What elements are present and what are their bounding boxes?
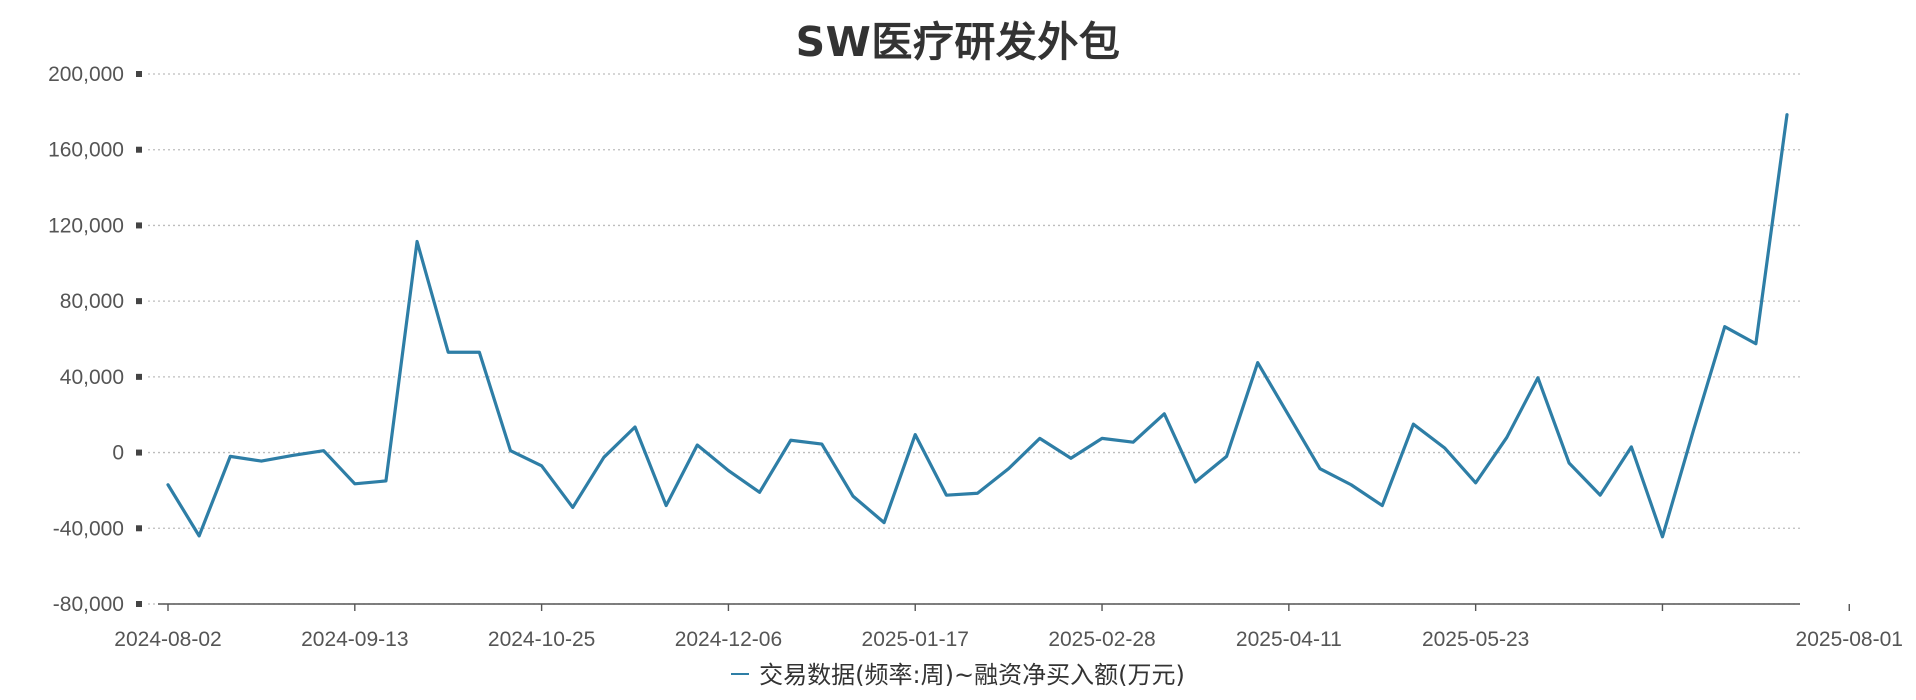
data-point — [540, 464, 543, 467]
data-point — [1723, 325, 1726, 328]
data-point — [1630, 445, 1633, 448]
data-point — [1194, 480, 1197, 483]
x-tick-label: 2025-05-23 — [1422, 628, 1529, 651]
x-tick-label: 2025-04-11 — [1236, 628, 1342, 651]
y-tick-label: 80,000 — [60, 290, 124, 313]
legend-swatch — [731, 673, 750, 675]
data-point — [851, 495, 854, 498]
data-point — [1318, 467, 1321, 470]
x-tick-label: 2024-09-13 — [301, 628, 408, 651]
grid-lines — [148, 73, 1800, 605]
data-point — [353, 482, 356, 485]
x-tick-label: 2024-08-02 — [114, 628, 221, 651]
data-point — [416, 240, 419, 243]
data-point — [571, 506, 574, 509]
data-point — [509, 449, 512, 452]
data-point — [976, 492, 979, 495]
y-tick-mark — [136, 601, 142, 607]
chart-title: SW医疗研发外包 — [795, 18, 1121, 66]
data-point — [1443, 446, 1446, 449]
data-point — [1132, 441, 1135, 444]
data-point — [883, 521, 886, 524]
data-point — [1381, 504, 1384, 507]
data-point — [478, 351, 481, 354]
data-point — [1163, 412, 1166, 415]
axes: 200,000 160,000 120,000 80,000 40,000 0 -40,00… — [48, 63, 1903, 651]
data-point — [447, 351, 450, 354]
data-point — [1505, 436, 1508, 439]
y-tick-label: -80,000 — [53, 593, 124, 616]
data-point — [1225, 455, 1228, 458]
data-point — [820, 443, 823, 446]
data-point — [1661, 535, 1664, 538]
y-tick-mark — [136, 222, 142, 229]
data-point — [1287, 414, 1290, 417]
data-point — [1474, 481, 1477, 484]
data-point — [229, 455, 232, 458]
y-tick-mark — [136, 146, 142, 153]
y-tick-mark — [136, 71, 142, 77]
data-point — [758, 491, 761, 494]
x-tick-label: 2025-01-17 — [862, 628, 969, 651]
data-point — [167, 483, 170, 486]
data-point — [1786, 113, 1789, 116]
data-point — [384, 479, 387, 482]
data-point — [1350, 483, 1353, 486]
x-tick-label: 2025-08-01 — [1796, 628, 1903, 651]
data-point — [602, 456, 605, 459]
data-point — [696, 444, 699, 447]
y-tick-label: 160,000 — [48, 139, 124, 162]
y-tick-label: -40,000 — [53, 517, 124, 540]
data-point — [1599, 494, 1602, 497]
y-tick-label: 120,000 — [48, 214, 124, 237]
data-point — [914, 433, 917, 436]
legend-label: 交易数据(频率:周)~融资净买入额(万元) — [759, 661, 1185, 689]
data-point — [1754, 342, 1757, 345]
data-point — [322, 449, 325, 452]
y-tick-label: 40,000 — [60, 366, 124, 389]
data-point — [198, 534, 201, 537]
data-point — [789, 439, 792, 442]
y-tick-label: 200,000 — [48, 63, 124, 86]
data-point — [634, 426, 637, 429]
data-point — [260, 460, 263, 463]
data-point — [1038, 437, 1041, 440]
data-point — [1536, 376, 1539, 379]
data-point — [1256, 361, 1259, 364]
y-tick-mark — [136, 449, 142, 456]
x-tick-label: 2024-12-06 — [675, 628, 782, 651]
series-line — [166, 113, 1789, 539]
x-tick-label: 2024-10-25 — [488, 628, 595, 651]
data-point — [291, 454, 294, 457]
y-tick-mark — [136, 373, 142, 380]
y-tick-mark — [136, 525, 142, 532]
data-point — [1069, 457, 1072, 460]
data-point — [1692, 428, 1695, 431]
y-tick-mark — [136, 298, 142, 305]
data-point — [665, 504, 668, 507]
x-tick-label: 2025-02-28 — [1048, 628, 1155, 651]
y-tick-label: 0 — [112, 442, 124, 465]
data-point — [1412, 423, 1415, 426]
data-point — [1007, 467, 1010, 470]
data-point — [1101, 437, 1104, 440]
data-point — [727, 469, 730, 472]
legend[interactable]: 交易数据(频率:周)~融资净买入额(万元) — [0, 655, 1916, 690]
series-layer — [166, 113, 1789, 539]
data-point — [1568, 461, 1571, 464]
data-point — [945, 494, 948, 497]
